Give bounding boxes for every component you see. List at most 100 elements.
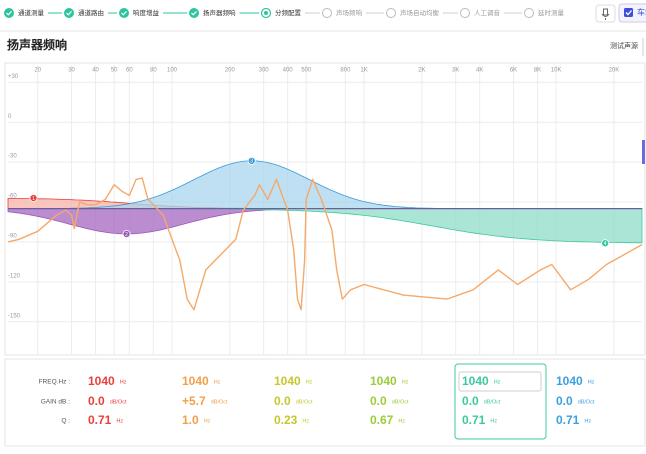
step-label[interactable]: 扬声器频响 [203,8,236,17]
step-label[interactable]: 声场频响 [336,8,363,17]
step-check [121,10,127,16]
step-label[interactable]: 延时测量 [538,8,565,17]
step-done-icon [119,8,129,18]
x-tick-label: 50 [111,68,118,74]
param-unit: Hz [490,418,497,424]
filter-handle-label: 3 [250,159,253,165]
x-tick-label: 1K [360,68,367,74]
step-label[interactable]: 通道测量 [18,8,45,17]
step-check [6,10,12,16]
filter-handle-label: 4 [604,241,607,247]
param-unit: dB/Oct [110,399,127,405]
param-unit: Hz [116,418,123,424]
x-tick-label: 10K [551,68,562,74]
param-value: 0.71 [556,413,580,427]
param-unit: dB/Oct [211,399,228,405]
param-unit: Hz [120,379,127,385]
x-tick-label: 20 [34,68,41,74]
param-value: 1040 [370,374,397,388]
param-value: +5.7 [182,394,206,408]
x-tick-label: 6K [510,68,517,74]
x-tick-label: 30 [68,68,75,74]
step-pending-icon [386,8,396,18]
step-pending-icon [322,8,332,18]
x-tick-label: 400 [283,68,294,74]
param-unit: Hz [402,379,409,385]
param-unit: dB/Oct [578,399,595,405]
param-value: 0.0 [274,394,291,408]
param-unit: Hz [588,379,595,385]
param-value: 1.0 [182,413,199,427]
step-check [66,10,72,16]
param-value: 0.67 [370,413,394,427]
y-tick-label: -120 [8,273,21,279]
step-label[interactable]: 人工调音 [474,8,501,17]
step-check [191,10,197,16]
param-value: 0.0 [556,394,573,408]
y-tick-label: 0 [8,114,12,120]
y-tick-label: -30 [8,154,17,160]
mic-icon [601,8,610,20]
x-tick-label: 300 [259,68,270,74]
step-done-icon [4,8,14,18]
param-unit: Hz [398,418,405,424]
y-tick-label: +30 [8,74,19,80]
filter-handle[interactable] [601,239,610,248]
step-label[interactable]: 通道路由 [78,8,104,17]
x-tick-label: 100 [167,68,178,74]
x-tick-label: 4K [476,68,483,74]
step-done-icon [64,8,74,18]
freq-input[interactable] [458,371,542,392]
param-value: 1040 [274,374,301,388]
param-value: 0.0 [88,394,105,408]
step-label[interactable]: 声场自动均衡 [400,8,440,17]
x-tick-label: 500 [301,68,312,74]
param-unit: Hz [214,379,221,385]
y-tick-label: -150 [8,313,21,319]
param-value: 1040 [182,374,209,388]
param-unit: Hz [204,418,211,424]
checkbox[interactable] [624,8,633,17]
response-line [7,177,643,311]
x-tick-label: 60 [126,68,133,74]
section-title: 扬声器频响 [7,37,67,52]
param-value: 0.0 [462,394,479,408]
scroll-indicator [642,140,645,164]
param-value: 1040 [556,374,583,388]
y-tick-label: -60 [8,194,17,200]
filter-handle[interactable] [29,194,38,203]
param-value: 1040 [88,374,115,388]
x-tick-label: 8K [534,68,541,74]
param-unit: Hz [306,379,313,385]
step-label[interactable]: 响度增益 [133,8,160,17]
step-label[interactable]: 分频配置 [275,8,302,17]
param-unit: dB/Oct [296,399,313,405]
x-tick-label: 40 [92,68,99,74]
row-label: Q : [61,418,70,425]
test-source-button[interactable]: 测试声源 [610,41,638,50]
step-current-dot [264,11,268,15]
filter-handle-label: 1 [32,196,35,202]
x-tick-label: 2K [418,68,425,74]
param-unit: Hz [584,418,591,424]
param-value: 0.71 [88,413,112,427]
row-label: FREQ.Hz : [39,379,71,386]
x-tick-label: 80 [150,68,157,74]
filter-handle-label: 2 [125,232,128,238]
param-unit: dB/Oct [484,399,501,405]
param-value: 0.23 [274,413,298,427]
param-unit: dB/Oct [392,399,409,405]
param-unit: Hz [302,418,309,424]
mic-button[interactable] [595,4,616,23]
step-pending-icon [460,8,470,18]
param-value: 0.0 [370,394,387,408]
checkbox-label: 车载 [637,7,646,17]
x-tick-label: 20K [609,68,620,74]
row-label: GAIN dB : [41,399,70,406]
filter-handle[interactable] [247,156,256,165]
param-unit: Hz [494,379,501,385]
filter-handle[interactable] [122,229,131,238]
x-tick-label: 3K [452,68,459,74]
step-done-icon [189,8,199,18]
